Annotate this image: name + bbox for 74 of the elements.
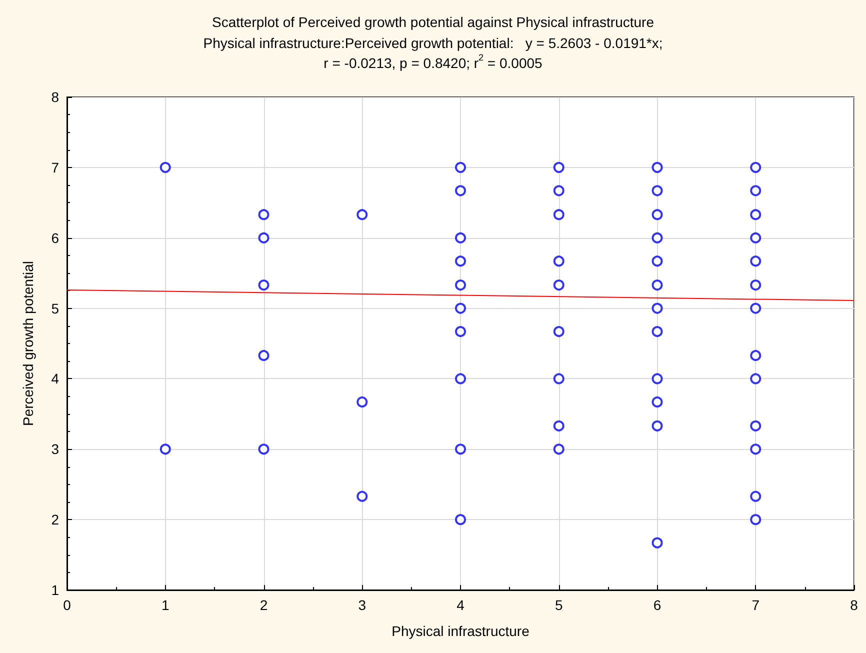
point [652,209,663,220]
point [652,185,663,196]
point [455,280,466,291]
point [553,420,564,432]
point [553,162,564,173]
x-tick-label: 6 [653,597,662,613]
point [258,350,270,361]
point [160,444,171,455]
point [750,420,762,432]
point [652,326,663,338]
point [455,514,466,526]
point [455,373,466,384]
point [258,280,270,291]
point [553,444,564,455]
point [750,490,762,502]
point [455,256,466,267]
x-tick-label: 5 [554,597,563,613]
y-tick-label: 2 [51,512,60,528]
x-tick-label: 1 [161,597,170,613]
point [652,280,663,291]
point [553,185,564,196]
chart-title: Scatterplot of Perceived growth potential against Physical infrastructure [212,14,654,30]
point [356,209,368,220]
point [750,280,762,291]
point [553,280,564,291]
point [455,185,466,196]
point [652,302,663,314]
x-tick-label: 4 [456,597,465,613]
y-axis-title: Perceived growth potential [20,261,36,426]
point [750,373,762,384]
point [750,185,762,196]
point [258,232,270,244]
y-tick-label: 4 [51,370,60,387]
point [652,232,663,244]
x-tick-label: 3 [358,597,366,613]
y-tick-label: 7 [51,159,60,176]
x-axis-title: Physical infrastructure [392,623,530,639]
point [750,350,762,361]
point [553,256,564,267]
point [750,232,762,244]
y-tick-label: 5 [51,300,60,316]
y-tick-label: 3 [51,441,60,458]
point [750,514,762,526]
point [356,396,368,408]
point [750,256,762,267]
point [652,162,663,173]
point [652,396,663,408]
point [553,209,564,220]
x-tick-label: 7 [752,597,760,613]
point [356,490,368,502]
point [652,256,663,267]
point [553,373,564,384]
point [258,209,270,220]
point [652,373,663,384]
y-tick-label: 1 [51,582,60,598]
y-tick-label: 8 [51,89,60,105]
y-tick-label: 6 [51,230,60,246]
point [160,162,171,173]
point [750,162,762,173]
point [750,302,762,314]
point [750,209,762,220]
x-tick-label: 2 [260,597,268,613]
point [652,420,663,432]
point [455,162,466,173]
x-tick-label: 8 [850,597,858,613]
point [455,302,466,314]
point [455,444,466,455]
point [553,326,564,338]
x-tick-label: 0 [63,597,72,613]
point [652,537,663,548]
point [258,444,270,455]
point [455,326,466,338]
point [750,444,762,455]
point [455,232,466,244]
